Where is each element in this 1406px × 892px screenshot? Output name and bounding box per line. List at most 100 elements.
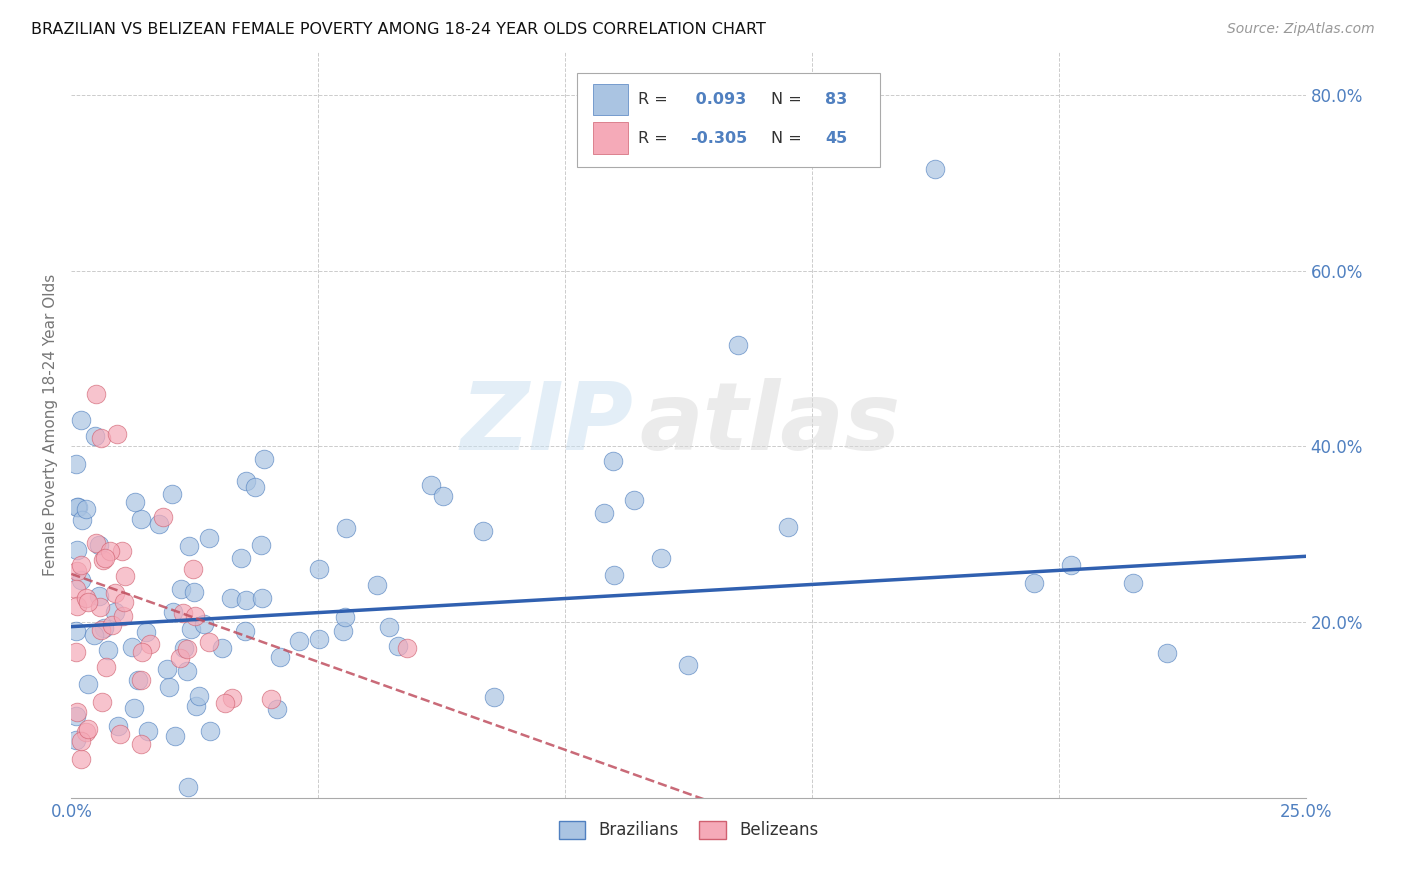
Point — [100, 617, 122, 632]
Point — [104, 605, 127, 619]
Point — [122, 701, 145, 715]
FancyBboxPatch shape — [593, 84, 628, 115]
Text: 45: 45 — [825, 130, 848, 145]
Point — [233, 624, 256, 638]
Point — [269, 650, 291, 665]
Point — [152, 509, 174, 524]
Point — [378, 619, 401, 633]
Point — [172, 607, 194, 621]
Point — [91, 553, 114, 567]
Point — [70, 751, 93, 765]
Point — [176, 642, 198, 657]
Point — [169, 651, 191, 665]
Text: 0.093: 0.093 — [690, 92, 747, 107]
Point — [65, 732, 87, 747]
Point — [200, 724, 222, 739]
Point — [129, 737, 152, 751]
Point — [776, 519, 799, 533]
Point — [1156, 646, 1178, 660]
Point — [76, 676, 98, 690]
Point — [69, 573, 91, 587]
Point — [127, 673, 149, 687]
Text: R =: R = — [638, 130, 672, 145]
Point — [114, 568, 136, 582]
Point — [676, 657, 699, 672]
Point — [198, 531, 221, 545]
Text: atlas: atlas — [640, 378, 900, 470]
Point — [193, 616, 215, 631]
Point — [419, 477, 441, 491]
Point — [221, 691, 243, 706]
Point — [112, 609, 135, 624]
Point — [333, 610, 356, 624]
Point — [104, 585, 127, 599]
Point — [187, 690, 209, 704]
Text: 83: 83 — [825, 92, 848, 107]
Point — [335, 521, 357, 535]
Point — [65, 582, 87, 596]
Point — [198, 634, 221, 648]
Point — [727, 338, 749, 352]
Point — [1022, 575, 1045, 590]
Point — [131, 645, 153, 659]
Point — [148, 517, 170, 532]
Point — [131, 673, 153, 687]
Point — [129, 512, 152, 526]
Point — [170, 582, 193, 596]
Point — [219, 591, 242, 606]
Y-axis label: Female Poverty Among 18-24 Year Olds: Female Poverty Among 18-24 Year Olds — [44, 273, 58, 575]
Point — [593, 506, 616, 520]
Point — [471, 524, 494, 538]
Point — [121, 640, 143, 654]
Point — [65, 709, 87, 723]
Point — [66, 705, 89, 719]
Point — [65, 645, 87, 659]
Point — [135, 625, 157, 640]
Point — [243, 480, 266, 494]
Point — [66, 542, 89, 557]
Point — [623, 492, 645, 507]
Point — [76, 595, 98, 609]
Text: Source: ZipAtlas.com: Source: ZipAtlas.com — [1227, 22, 1375, 37]
Point — [108, 727, 131, 741]
Point — [602, 454, 624, 468]
Point — [70, 512, 93, 526]
Point — [177, 780, 200, 794]
Point — [87, 538, 110, 552]
Point — [366, 577, 388, 591]
Point — [266, 702, 288, 716]
Point — [924, 162, 946, 177]
Point — [139, 637, 162, 651]
Point — [70, 558, 93, 572]
Point — [105, 426, 128, 441]
Point — [650, 551, 672, 566]
Point — [107, 718, 129, 732]
Point — [75, 591, 97, 605]
Legend: Brazilians, Belizeans: Brazilians, Belizeans — [553, 814, 825, 846]
Point — [250, 538, 273, 552]
Point — [90, 431, 112, 445]
Point — [432, 489, 454, 503]
Text: -0.305: -0.305 — [690, 130, 747, 145]
Point — [177, 539, 200, 553]
Point — [387, 639, 409, 653]
Point — [96, 660, 118, 674]
Point — [229, 551, 252, 566]
Point — [65, 624, 87, 638]
Point — [332, 624, 354, 638]
Point — [603, 568, 626, 582]
Point — [98, 544, 121, 558]
Point — [180, 622, 202, 636]
Point — [124, 495, 146, 509]
Point — [253, 451, 276, 466]
Point — [482, 690, 505, 704]
Text: BRAZILIAN VS BELIZEAN FEMALE POVERTY AMONG 18-24 YEAR OLDS CORRELATION CHART: BRAZILIAN VS BELIZEAN FEMALE POVERTY AMO… — [31, 22, 766, 37]
Point — [75, 725, 97, 739]
Point — [156, 662, 179, 676]
Point — [66, 599, 89, 613]
Point — [308, 632, 330, 646]
Point — [65, 500, 87, 515]
Point — [235, 475, 257, 489]
Point — [93, 550, 115, 565]
Text: N =: N = — [770, 92, 807, 107]
